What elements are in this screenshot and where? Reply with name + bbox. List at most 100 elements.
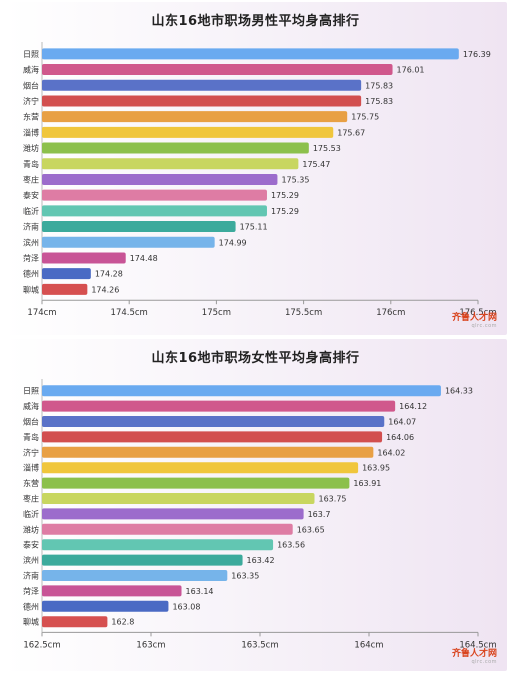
female-height-chart-panel: 山东16地市职场女性平均身高排行 162.5cm 163cm 163.5cm 164c… [4, 339, 507, 671]
value-label: 163.7 [308, 510, 331, 519]
category-label: 聊城 [23, 285, 39, 294]
bar [42, 221, 236, 233]
value-label: 175.35 [281, 175, 309, 184]
category-label: 潍坊 [23, 143, 39, 153]
category-label: 滨州 [23, 237, 39, 247]
value-label: 163.08 [172, 602, 200, 611]
qlrc-logo: 齐鲁人才网 qlrc.com [452, 646, 497, 665]
value-label: 163.14 [186, 587, 214, 596]
value-label: 175.29 [271, 207, 299, 216]
bar [42, 268, 91, 280]
x-tick-label: 176cm [376, 308, 405, 318]
category-label: 青岛 [23, 159, 39, 169]
category-label: 泰安 [23, 540, 39, 550]
bar [42, 585, 182, 597]
bar [42, 616, 108, 628]
category-label: 济南 [23, 571, 39, 581]
bar [42, 95, 362, 107]
value-label: 163.65 [297, 525, 325, 534]
value-label: 164.12 [399, 402, 427, 411]
bar [42, 252, 126, 264]
bar [42, 173, 278, 185]
logo-text: 齐鲁人才网 [451, 649, 497, 659]
value-label: 175.83 [365, 97, 393, 106]
bar [42, 205, 267, 217]
chart-title: 山东16地市职场女性平均身高排行 [151, 351, 360, 366]
male-height-bar-chart: 174cm 174.5cm 175cm 175.5cm 176cm 176.5cm 日照 17… [23, 42, 497, 318]
value-label: 163.56 [277, 541, 305, 550]
bar [42, 570, 228, 581]
x-tick-label: 175cm [202, 308, 231, 318]
bar [42, 64, 393, 76]
value-label: 162.8 [111, 618, 134, 627]
value-label: 175.47 [302, 160, 330, 169]
category-label: 泰安 [23, 190, 39, 200]
category-label: 滨州 [23, 555, 39, 565]
category-label: 济南 [23, 222, 39, 232]
bar [42, 508, 304, 520]
chart-title: 山东16地市职场男性平均身高排行 [151, 14, 360, 29]
x-tick-label: 163cm [136, 640, 165, 650]
category-label: 东营 [23, 112, 39, 122]
value-label: 175.75 [351, 113, 379, 122]
value-label: 176.39 [463, 50, 491, 59]
value-label: 174.28 [95, 270, 123, 279]
bar [42, 600, 169, 612]
bar [42, 111, 348, 123]
x-tick-label: 176.5cm [459, 308, 496, 318]
bar [42, 431, 383, 443]
bar [42, 236, 215, 248]
bar [42, 446, 374, 458]
qlrc-logo: 齐鲁人才网 qlrc.com [452, 310, 497, 329]
category-label: 济宁 [23, 447, 39, 457]
bar [42, 493, 315, 504]
bar [42, 523, 293, 535]
category-label: 德州 [23, 601, 39, 611]
value-label: 174.99 [219, 238, 247, 247]
bar [42, 126, 334, 138]
category-label: 临沂 [23, 206, 39, 216]
logo-subtext: qlrc.com [471, 323, 497, 329]
logo-subtext: qlrc.com [471, 659, 497, 665]
bar [42, 142, 309, 154]
value-label: 175.53 [313, 144, 341, 153]
value-label: 163.42 [247, 556, 275, 565]
category-label: 东营 [23, 478, 39, 488]
male-height-chart-panel: 山东16地市职场男性平均身高排行 174cm 174.5cm 175cm 175.5c… [4, 2, 507, 335]
category-label: 潍坊 [23, 524, 39, 534]
value-label: 175.67 [337, 128, 365, 137]
x-tick-label: 163.5cm [241, 640, 278, 650]
value-label: 174.48 [130, 254, 158, 263]
category-label: 烟台 [23, 417, 39, 427]
category-label: 烟台 [23, 80, 39, 90]
bar [42, 79, 362, 91]
value-label: 163.35 [231, 572, 259, 581]
category-label: 济宁 [23, 96, 39, 106]
bar [42, 158, 299, 170]
logo-text: 齐鲁人才网 [451, 313, 497, 323]
category-label: 聊城 [23, 618, 39, 627]
bar [42, 416, 385, 427]
value-label: 164.07 [388, 418, 416, 427]
x-tick-label: 164cm [354, 640, 383, 650]
bar [42, 385, 441, 397]
category-label: 威海 [23, 65, 39, 75]
category-label: 德州 [23, 269, 39, 279]
category-label: 日照 [23, 387, 39, 396]
bar [42, 462, 359, 474]
category-label: 菏泽 [23, 253, 39, 263]
bar [42, 539, 274, 551]
category-label: 威海 [23, 401, 39, 411]
value-label: 175.83 [365, 81, 393, 90]
bar [42, 283, 88, 295]
value-label: 163.91 [353, 479, 381, 488]
value-label: 175.11 [240, 223, 268, 232]
x-tick-label: 162.5cm [23, 640, 60, 650]
bar [42, 554, 243, 566]
value-label: 164.33 [445, 387, 473, 396]
value-label: 175.29 [271, 191, 299, 200]
category-label: 菏泽 [23, 586, 39, 596]
x-tick-label: 164.5cm [459, 640, 496, 650]
x-tick-label: 174cm [27, 308, 56, 318]
value-label: 164.06 [386, 433, 414, 442]
